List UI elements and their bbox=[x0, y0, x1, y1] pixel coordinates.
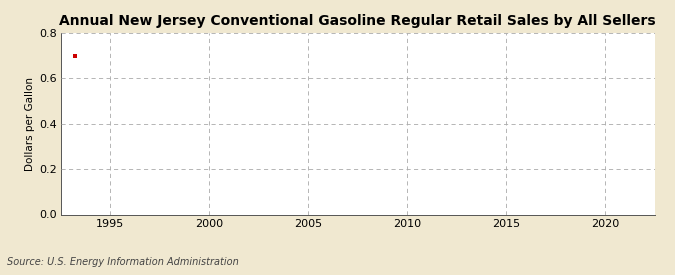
Title: Annual New Jersey Conventional Gasoline Regular Retail Sales by All Sellers: Annual New Jersey Conventional Gasoline … bbox=[59, 14, 656, 28]
Y-axis label: Dollars per Gallon: Dollars per Gallon bbox=[25, 77, 34, 171]
Text: Source: U.S. Energy Information Administration: Source: U.S. Energy Information Administ… bbox=[7, 257, 238, 267]
